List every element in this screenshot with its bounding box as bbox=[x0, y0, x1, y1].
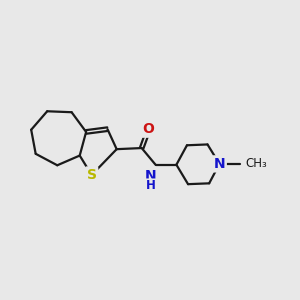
Text: CH₃: CH₃ bbox=[246, 158, 268, 170]
Text: H: H bbox=[146, 179, 155, 192]
Text: S: S bbox=[87, 168, 97, 182]
Text: N: N bbox=[214, 157, 225, 171]
Text: O: O bbox=[143, 122, 154, 136]
Text: N: N bbox=[145, 169, 156, 183]
